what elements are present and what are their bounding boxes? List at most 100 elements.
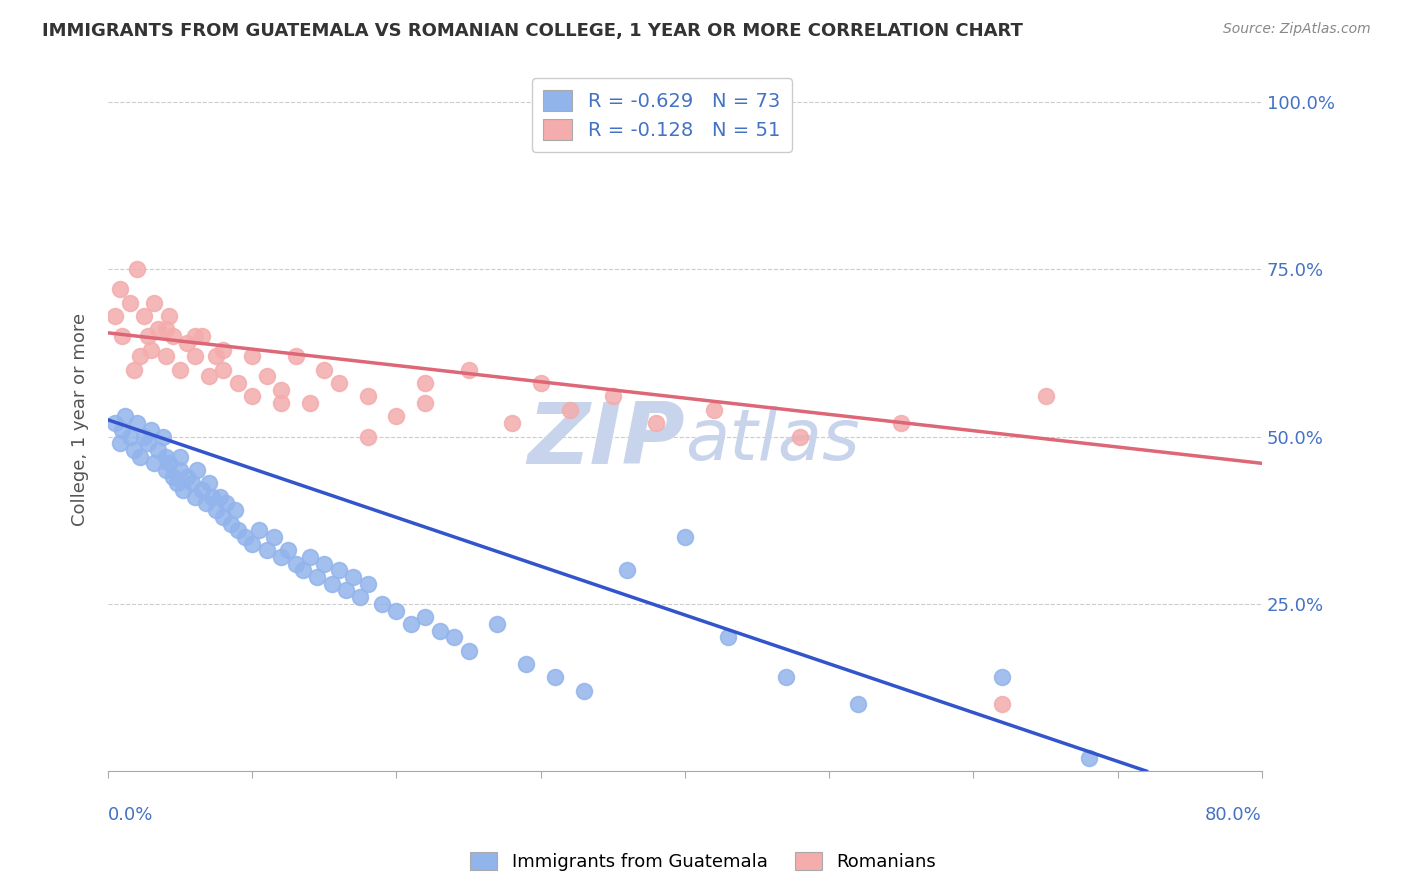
Point bbox=[183, 349, 205, 363]
Point bbox=[544, 670, 567, 684]
Point bbox=[846, 697, 869, 711]
Point bbox=[132, 309, 155, 323]
Point bbox=[457, 643, 479, 657]
Point bbox=[413, 610, 436, 624]
Point bbox=[176, 335, 198, 350]
Text: Source: ZipAtlas.com: Source: ZipAtlas.com bbox=[1223, 22, 1371, 37]
Point bbox=[104, 416, 127, 430]
Point bbox=[226, 376, 249, 390]
Point bbox=[515, 657, 537, 671]
Point bbox=[201, 490, 224, 504]
Point bbox=[413, 396, 436, 410]
Legend: Immigrants from Guatemala, Romanians: Immigrants from Guatemala, Romanians bbox=[463, 845, 943, 879]
Point bbox=[108, 436, 131, 450]
Point bbox=[108, 282, 131, 296]
Point bbox=[270, 549, 292, 564]
Point bbox=[118, 295, 141, 310]
Point bbox=[284, 557, 307, 571]
Point bbox=[169, 450, 191, 464]
Point bbox=[162, 469, 184, 483]
Point bbox=[240, 349, 263, 363]
Point bbox=[356, 576, 378, 591]
Text: 0.0%: 0.0% bbox=[108, 806, 153, 824]
Point bbox=[155, 349, 177, 363]
Point bbox=[195, 496, 218, 510]
Point bbox=[183, 490, 205, 504]
Text: ZIP: ZIP bbox=[527, 400, 685, 483]
Point bbox=[212, 343, 235, 357]
Point bbox=[157, 309, 180, 323]
Point bbox=[143, 456, 166, 470]
Point bbox=[991, 697, 1014, 711]
Point bbox=[183, 329, 205, 343]
Point bbox=[240, 389, 263, 403]
Point bbox=[335, 583, 357, 598]
Point bbox=[328, 376, 350, 390]
Point bbox=[152, 429, 174, 443]
Point bbox=[356, 389, 378, 403]
Point bbox=[277, 543, 299, 558]
Point bbox=[991, 670, 1014, 684]
Point bbox=[155, 322, 177, 336]
Point bbox=[180, 476, 202, 491]
Text: 80.0%: 80.0% bbox=[1205, 806, 1263, 824]
Point bbox=[138, 329, 160, 343]
Point bbox=[298, 549, 321, 564]
Point bbox=[125, 262, 148, 277]
Point bbox=[385, 409, 408, 424]
Point bbox=[219, 516, 242, 531]
Point bbox=[321, 576, 343, 591]
Point bbox=[148, 322, 170, 336]
Point bbox=[256, 543, 278, 558]
Point bbox=[399, 616, 422, 631]
Point bbox=[169, 362, 191, 376]
Point bbox=[166, 476, 188, 491]
Point bbox=[169, 463, 191, 477]
Point bbox=[141, 343, 163, 357]
Text: IMMIGRANTS FROM GUATEMALA VS ROMANIAN COLLEGE, 1 YEAR OR MORE CORRELATION CHART: IMMIGRANTS FROM GUATEMALA VS ROMANIAN CO… bbox=[42, 22, 1024, 40]
Point bbox=[717, 630, 740, 644]
Point bbox=[263, 530, 285, 544]
Point bbox=[176, 469, 198, 483]
Point bbox=[233, 530, 256, 544]
Point bbox=[209, 490, 232, 504]
Point bbox=[205, 349, 228, 363]
Point bbox=[349, 590, 371, 604]
Point bbox=[122, 362, 145, 376]
Point bbox=[530, 376, 553, 390]
Point bbox=[270, 383, 292, 397]
Point bbox=[673, 530, 696, 544]
Point bbox=[645, 416, 668, 430]
Point bbox=[558, 402, 581, 417]
Point bbox=[212, 509, 235, 524]
Point bbox=[138, 436, 160, 450]
Point bbox=[703, 402, 725, 417]
Point bbox=[198, 476, 221, 491]
Point bbox=[270, 396, 292, 410]
Point bbox=[128, 349, 150, 363]
Point bbox=[240, 536, 263, 550]
Point bbox=[198, 369, 221, 384]
Point bbox=[1077, 751, 1099, 765]
Point bbox=[385, 603, 408, 617]
Point bbox=[157, 456, 180, 470]
Point bbox=[128, 450, 150, 464]
Point bbox=[602, 389, 624, 403]
Point bbox=[186, 463, 208, 477]
Point bbox=[342, 570, 364, 584]
Point bbox=[291, 563, 314, 577]
Point bbox=[111, 423, 134, 437]
Point bbox=[118, 429, 141, 443]
Point bbox=[155, 450, 177, 464]
Point bbox=[132, 429, 155, 443]
Point bbox=[162, 329, 184, 343]
Point bbox=[789, 429, 811, 443]
Point bbox=[284, 349, 307, 363]
Point bbox=[249, 523, 271, 537]
Point bbox=[141, 423, 163, 437]
Point bbox=[172, 483, 194, 497]
Point bbox=[328, 563, 350, 577]
Point bbox=[298, 396, 321, 410]
Point bbox=[572, 683, 595, 698]
Point bbox=[356, 429, 378, 443]
